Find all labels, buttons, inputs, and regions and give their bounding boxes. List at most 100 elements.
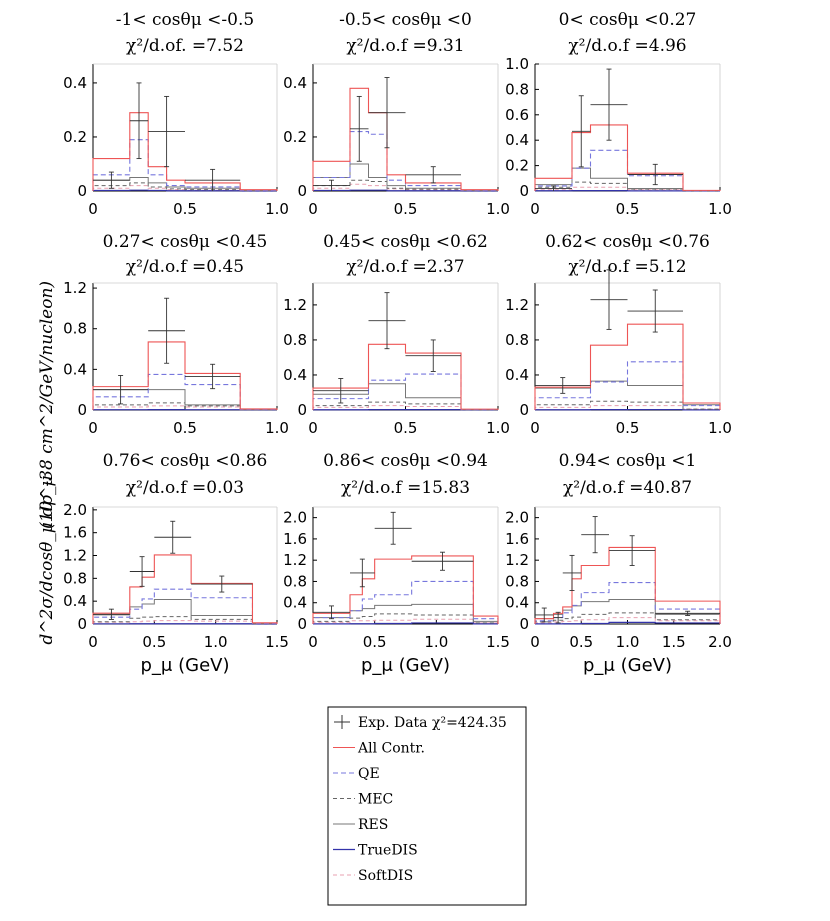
data-point <box>350 558 375 588</box>
x-tick-label: 0.5 <box>569 633 593 651</box>
y-tick-label: 1.2 <box>63 547 87 565</box>
x-tick-label: 0 <box>88 200 98 218</box>
data-point <box>609 535 656 566</box>
y-tick-label: 0.4 <box>505 131 529 149</box>
legend-item-data: Exp. Data χ²=424.35 <box>334 715 507 731</box>
data-point <box>655 610 720 616</box>
legend-softdis-label: SoftDIS <box>358 868 413 884</box>
y-axis-units-label: (10^-38 cm^2/GeV/nucleon) <box>37 281 57 529</box>
data-point <box>154 520 192 554</box>
legend-item-mec: MEC <box>333 792 393 808</box>
y-tick-label: 1.2 <box>505 551 529 569</box>
panel-chi2-label: χ²/d.o.f =2.37 <box>346 257 464 277</box>
data-point <box>553 611 563 624</box>
data-point <box>129 556 155 587</box>
data-point <box>590 68 628 141</box>
series-truedis-hist <box>312 622 499 625</box>
x-tick-label: 1.0 <box>616 633 640 651</box>
x-tick-label: 1.0 <box>424 633 448 651</box>
data-point <box>368 292 406 350</box>
panel-chi2-label: χ²/d.of. =7.52 <box>126 36 244 56</box>
y-tick-label: 0.4 <box>505 594 529 612</box>
panel-3: 0< cosθμ <0.27 χ²/d.o.f =4.96 0 0.5 1.0 0 0.2 0… <box>505 10 732 218</box>
y-tick-label: 0.4 <box>63 360 87 378</box>
x-tick-label: 0.5 <box>616 419 640 437</box>
series-qe-hist <box>92 588 278 624</box>
data-point <box>148 297 185 364</box>
x-tick-label: 0 <box>530 633 540 651</box>
legend-all-label: All Contr. <box>357 741 425 757</box>
legend-item-qe: QE <box>333 766 380 782</box>
panel-title: 0.76< cosθμ <0.86 <box>103 451 268 471</box>
panel-chi2-label: χ²/d.o.f =40.87 <box>563 478 692 498</box>
panel-chi2-label: χ²/d.o.f =0.45 <box>126 257 244 277</box>
series-all-hist <box>534 323 721 410</box>
y-tick-label: 1.2 <box>283 296 307 314</box>
panel-8: 0.86< cosθμ <0.94 χ²/d.o.f =15.83 0 0.5 1.0 1… <box>283 451 510 676</box>
series-all-hist <box>92 554 278 624</box>
data-point <box>405 166 461 184</box>
panel-title: -1< cosθμ <-0.5 <box>116 10 254 30</box>
data-point <box>350 95 369 162</box>
legend-item-truedis: TrueDIS <box>333 843 418 859</box>
data-point <box>148 95 185 168</box>
x-tick-label: 0.5 <box>616 200 640 218</box>
x-axis-label: p_μ (GeV) <box>361 655 450 676</box>
series-mec-hist <box>534 400 721 410</box>
data-point <box>535 185 572 191</box>
x-tick-label: 0 <box>308 419 318 437</box>
legend-res-label: RES <box>358 817 388 833</box>
data-point <box>185 168 241 191</box>
data-point <box>185 363 241 390</box>
y-tick-label: 1.2 <box>505 296 529 314</box>
series-all-hist <box>312 87 499 191</box>
y-tick-label: 1.6 <box>505 530 529 548</box>
series-all-hist <box>312 555 499 624</box>
x-axis-label: p_μ (GeV) <box>141 655 230 676</box>
data-point <box>374 511 412 545</box>
data-point <box>411 551 474 571</box>
x-tick-label: 0 <box>88 419 98 437</box>
panel-chi2-label: χ²/d.o.f =9.31 <box>346 36 464 56</box>
data-point <box>405 339 461 372</box>
y-tick-label: 0.8 <box>63 320 87 338</box>
data-point <box>93 608 130 620</box>
x-tick-label: 0.5 <box>363 633 387 651</box>
panel-title: 0.86< cosθμ <0.94 <box>323 451 488 471</box>
series-mec-hist <box>534 612 721 624</box>
legend-item-softdis: SoftDIS <box>333 868 413 884</box>
legend-item-res: RES <box>333 817 388 833</box>
y-tick-label: 0 <box>297 615 307 633</box>
x-tick-label: 0.5 <box>173 200 197 218</box>
data-point <box>368 77 406 149</box>
x-tick-label: 0.5 <box>394 419 418 437</box>
legend-qe-label: QE <box>358 766 380 782</box>
data-point <box>627 163 683 186</box>
data-point <box>590 269 628 330</box>
y-tick-label: 1.6 <box>283 530 307 548</box>
x-tick-label: 2.0 <box>708 633 732 651</box>
data-point <box>313 605 350 620</box>
panel-6: 0.62< cosθμ <0.76 χ²/d.o.f =5.12 0 0.5 1.0 0 0… <box>505 232 732 437</box>
data-point <box>129 82 149 160</box>
x-tick-label: 1.0 <box>486 200 510 218</box>
panel-chi2-label: χ²/d.o.f =5.12 <box>568 257 686 277</box>
y-tick-label: 0.8 <box>283 331 307 349</box>
y-tick-label: 1.6 <box>63 524 87 542</box>
x-tick-label: 1.0 <box>486 419 510 437</box>
panel-chi2-label: χ²/d.o.f =0.03 <box>126 478 244 498</box>
x-tick-label: 1.5 <box>662 633 686 651</box>
series-softdis-hist <box>534 617 721 624</box>
x-tick-label: 0 <box>88 633 98 651</box>
y-tick-label: 0.4 <box>283 594 307 612</box>
y-tick-label: 0.4 <box>63 74 87 92</box>
y-tick-label: 0 <box>77 182 87 200</box>
y-tick-label: 0.4 <box>283 74 307 92</box>
x-tick-label: 0.5 <box>394 200 418 218</box>
data-point <box>191 575 253 593</box>
data-point <box>562 554 582 591</box>
y-tick-label: 0 <box>297 401 307 419</box>
series-qe-hist <box>534 361 721 410</box>
panel-title: -0.5< cosθμ <0 <box>339 10 472 30</box>
y-tick-label: 0.4 <box>63 592 87 610</box>
